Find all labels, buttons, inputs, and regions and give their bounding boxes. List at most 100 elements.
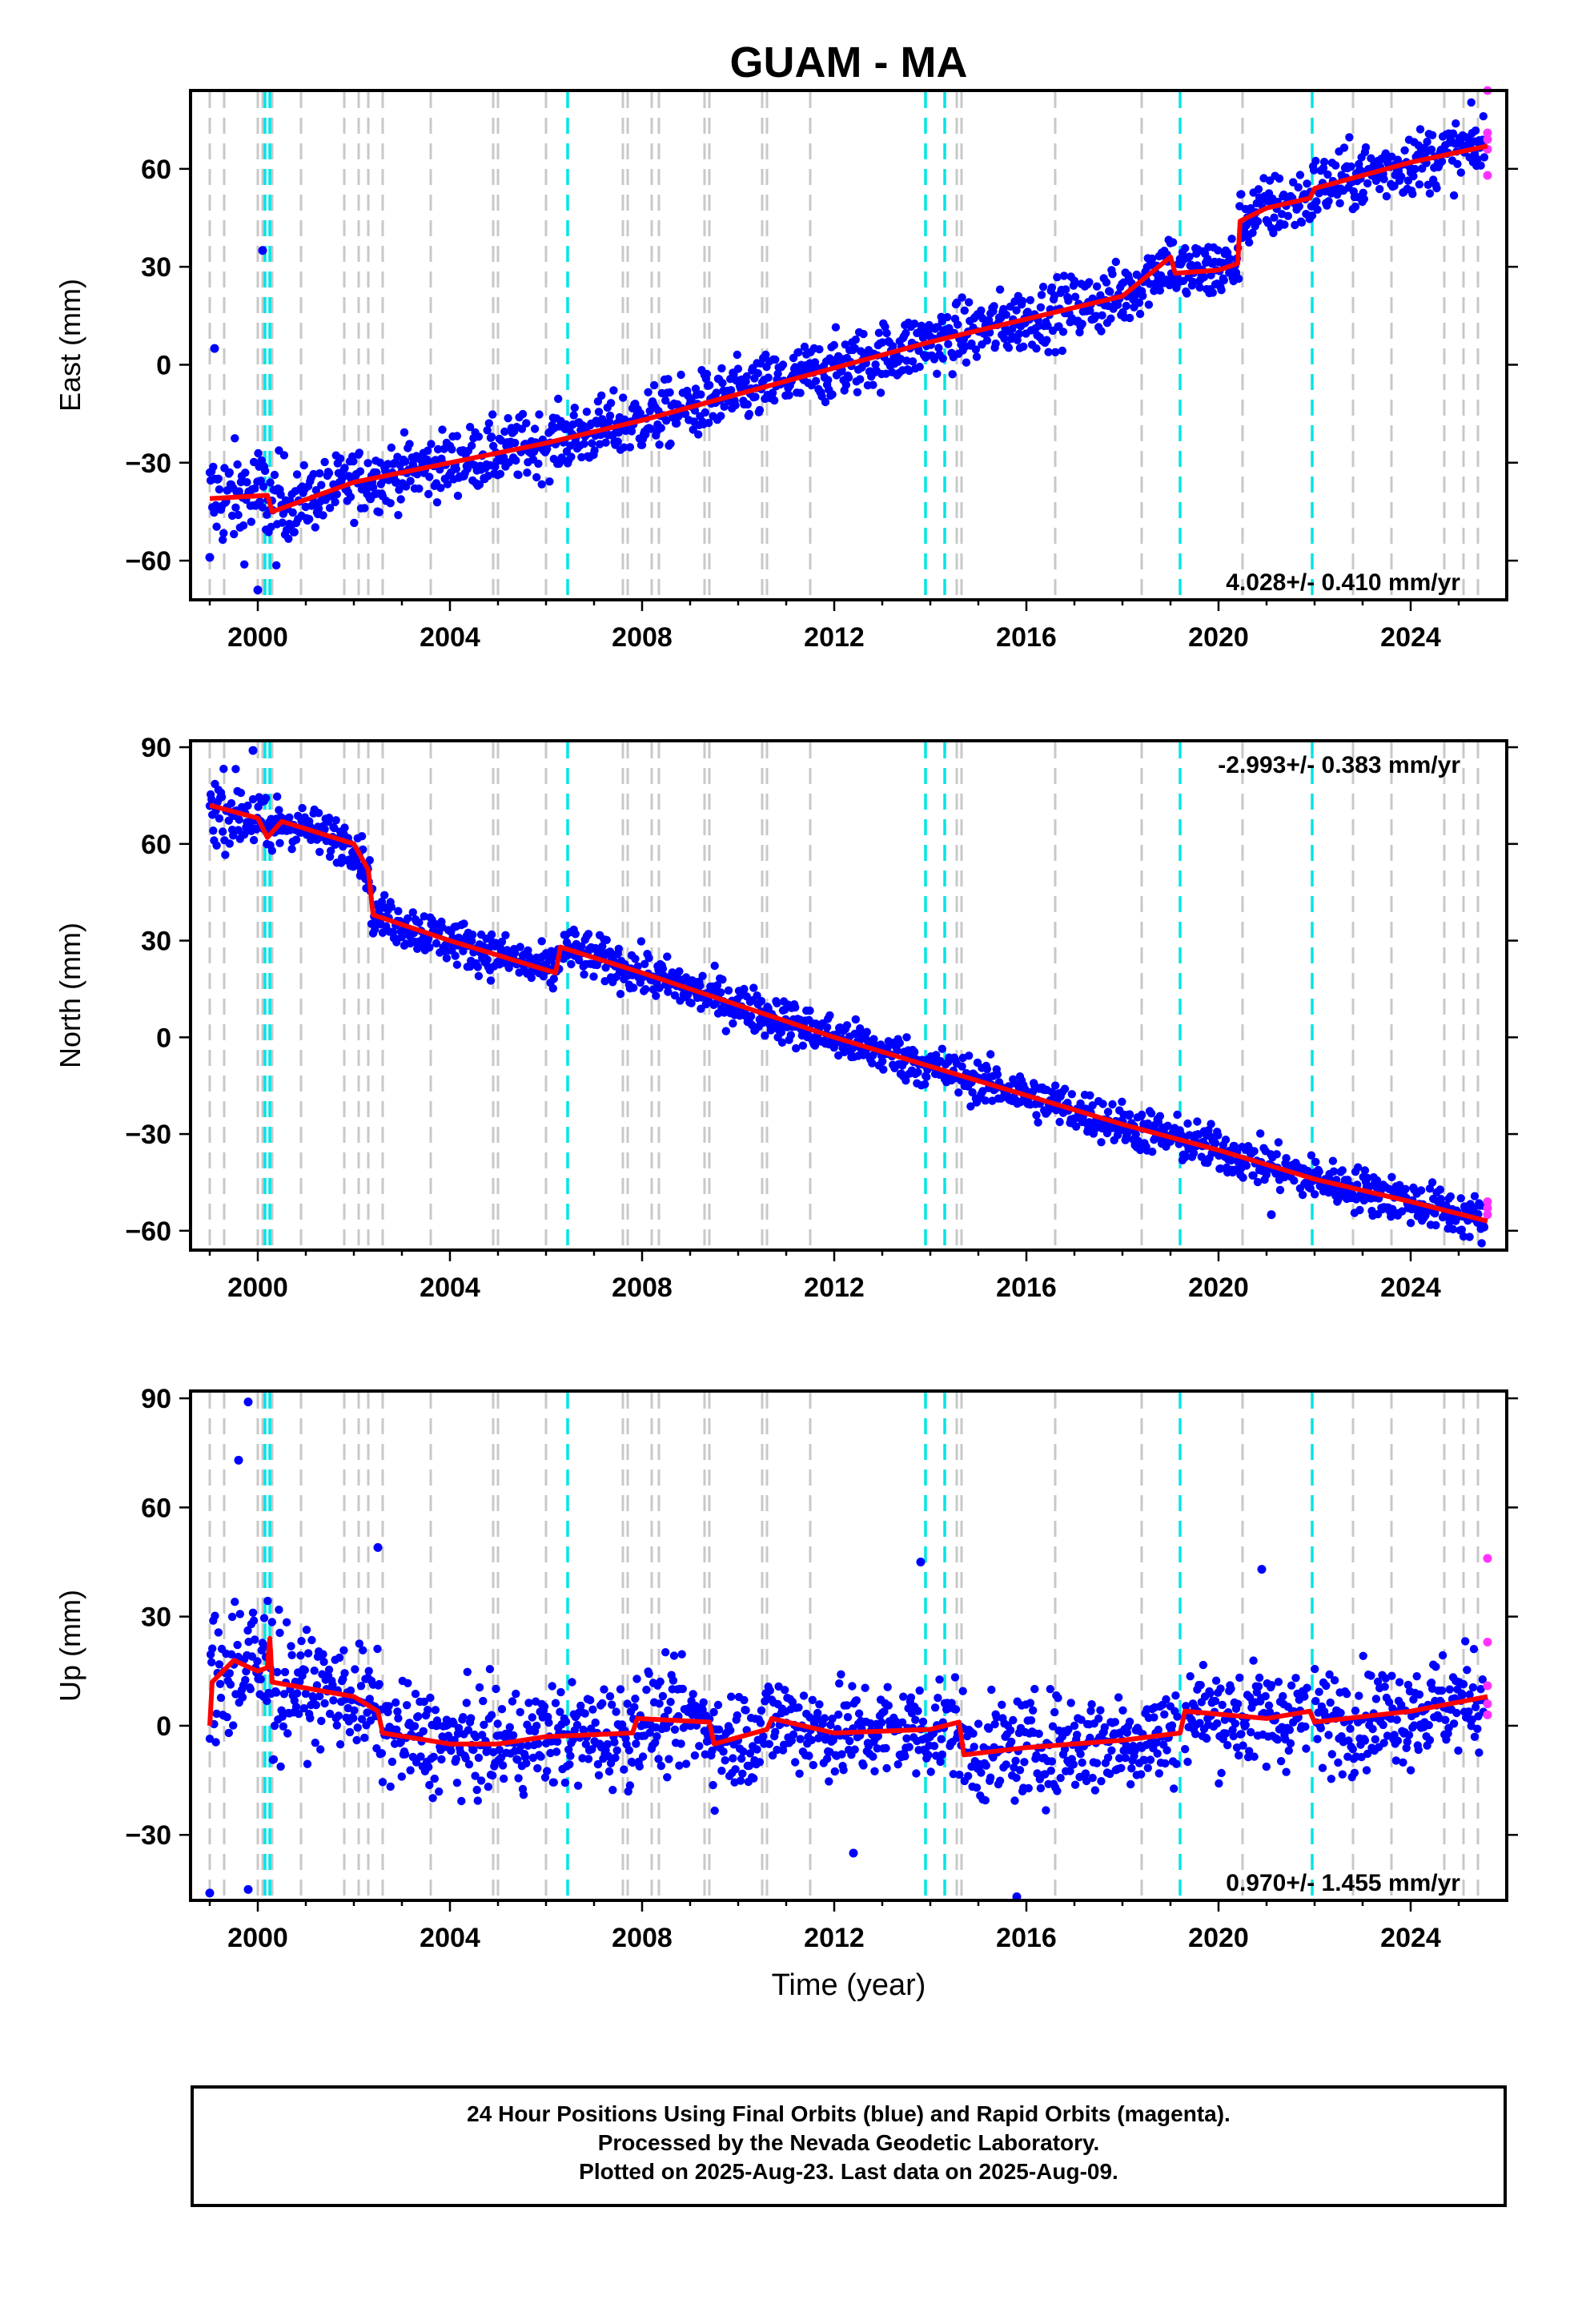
final-orbit-point bbox=[534, 1739, 543, 1748]
final-orbit-point bbox=[822, 1023, 832, 1032]
final-orbit-point bbox=[288, 508, 297, 517]
final-orbit-point bbox=[430, 1774, 439, 1783]
final-orbit-point bbox=[718, 975, 727, 984]
final-orbit-point bbox=[352, 1735, 361, 1745]
final-orbit-point bbox=[296, 1651, 305, 1660]
final-orbit-point bbox=[1284, 1746, 1294, 1755]
final-orbit-point bbox=[664, 1706, 673, 1715]
final-orbit-point bbox=[969, 1729, 978, 1738]
final-orbit-point bbox=[1026, 296, 1035, 304]
final-orbit-point bbox=[425, 472, 434, 481]
final-orbit-point bbox=[1256, 1129, 1265, 1138]
final-orbit-point bbox=[853, 388, 862, 396]
final-orbit-point bbox=[238, 1693, 247, 1702]
final-orbit-point bbox=[363, 459, 372, 468]
final-orbit-point bbox=[270, 470, 279, 480]
final-orbit-point bbox=[1328, 1156, 1338, 1165]
final-orbit-point bbox=[1118, 1706, 1127, 1715]
final-orbit-point bbox=[822, 1755, 832, 1763]
final-orbit-point bbox=[457, 1796, 466, 1806]
final-orbit-point bbox=[324, 1665, 334, 1675]
final-orbit-point bbox=[1162, 1695, 1170, 1704]
final-orbit-point bbox=[334, 1711, 343, 1720]
final-orbit-point bbox=[661, 1648, 670, 1657]
outlier-point bbox=[1257, 1565, 1267, 1574]
final-orbit-point bbox=[807, 1735, 816, 1745]
final-orbit-point bbox=[406, 476, 415, 485]
final-orbit-point bbox=[893, 1760, 902, 1769]
final-orbit-point bbox=[598, 942, 607, 951]
x-tick-label: 2012 bbox=[804, 1923, 865, 1953]
final-orbit-point bbox=[1311, 1664, 1319, 1674]
final-orbit-point bbox=[534, 459, 543, 468]
final-orbit-point bbox=[1160, 1710, 1169, 1719]
final-orbit-point bbox=[1367, 154, 1375, 163]
final-orbit-point bbox=[834, 1710, 843, 1719]
final-orbit-point bbox=[1359, 1651, 1367, 1660]
final-orbit-point bbox=[544, 1718, 553, 1727]
final-orbit-point bbox=[799, 1691, 809, 1700]
final-orbit-point bbox=[392, 938, 401, 947]
final-orbit-point bbox=[404, 1679, 412, 1687]
final-orbit-point bbox=[1459, 1679, 1468, 1689]
final-orbit-point bbox=[408, 908, 417, 917]
final-orbit-point bbox=[275, 838, 284, 848]
final-orbit-point bbox=[414, 1712, 423, 1721]
final-orbit-point bbox=[1435, 1185, 1445, 1194]
final-orbit-point bbox=[1360, 1736, 1370, 1745]
final-orbit-point bbox=[335, 454, 345, 463]
final-orbit-point bbox=[627, 427, 636, 436]
final-orbit-point bbox=[211, 1738, 220, 1747]
final-orbit-point bbox=[263, 1596, 272, 1606]
final-orbit-point bbox=[842, 1701, 852, 1710]
final-orbit-point bbox=[1217, 1768, 1226, 1778]
x-tick-label: 2020 bbox=[1188, 622, 1249, 653]
final-orbit-point bbox=[954, 320, 962, 329]
final-orbit-point bbox=[778, 360, 788, 369]
final-orbit-point bbox=[512, 456, 520, 465]
final-orbit-point bbox=[702, 369, 712, 379]
final-orbit-point bbox=[547, 947, 556, 955]
final-orbit-point bbox=[600, 1685, 608, 1694]
final-orbit-point bbox=[564, 1745, 573, 1754]
final-orbit-point bbox=[1168, 238, 1178, 247]
final-orbit-point bbox=[1088, 1773, 1097, 1783]
y-tick-label: −30 bbox=[125, 448, 171, 479]
final-orbit-point bbox=[329, 1696, 338, 1705]
final-orbit-point bbox=[478, 1731, 487, 1739]
final-orbit-point bbox=[1034, 1118, 1042, 1127]
final-orbit-point bbox=[905, 1743, 913, 1751]
final-orbit-point bbox=[613, 437, 622, 446]
final-orbit-point bbox=[841, 380, 851, 389]
final-orbit-point bbox=[516, 1741, 525, 1751]
final-orbit-point bbox=[540, 1702, 549, 1711]
final-orbit-point bbox=[808, 1695, 817, 1704]
final-orbit-point bbox=[933, 369, 942, 378]
final-orbit-point bbox=[915, 1686, 924, 1695]
final-orbit-point bbox=[740, 984, 749, 994]
final-orbit-point bbox=[1185, 1131, 1194, 1140]
final-orbit-point bbox=[325, 504, 335, 513]
final-orbit-point bbox=[1245, 238, 1254, 247]
final-orbit-point bbox=[355, 467, 365, 476]
final-orbit-point bbox=[1242, 1161, 1251, 1170]
final-orbit-point bbox=[795, 1769, 804, 1778]
final-orbit-point bbox=[269, 1755, 279, 1764]
final-orbit-point bbox=[829, 340, 839, 350]
final-orbit-point bbox=[320, 457, 329, 467]
final-orbit-point bbox=[1359, 188, 1367, 197]
final-orbit-point bbox=[319, 511, 327, 520]
final-orbit-point bbox=[695, 1742, 704, 1751]
final-orbit-point bbox=[746, 1011, 756, 1021]
x-tick-label: 2016 bbox=[996, 622, 1057, 653]
x-tick-label: 2000 bbox=[227, 622, 288, 653]
final-orbit-point bbox=[755, 1758, 765, 1767]
final-orbit-point bbox=[906, 1693, 916, 1702]
final-orbit-point bbox=[828, 1715, 837, 1723]
final-orbit-point bbox=[602, 935, 611, 945]
final-orbit-point bbox=[970, 1743, 978, 1751]
final-orbit-point bbox=[473, 963, 482, 971]
final-orbit-point bbox=[1294, 183, 1303, 192]
final-orbit-point bbox=[826, 1720, 835, 1730]
final-orbit-point bbox=[1307, 211, 1317, 220]
